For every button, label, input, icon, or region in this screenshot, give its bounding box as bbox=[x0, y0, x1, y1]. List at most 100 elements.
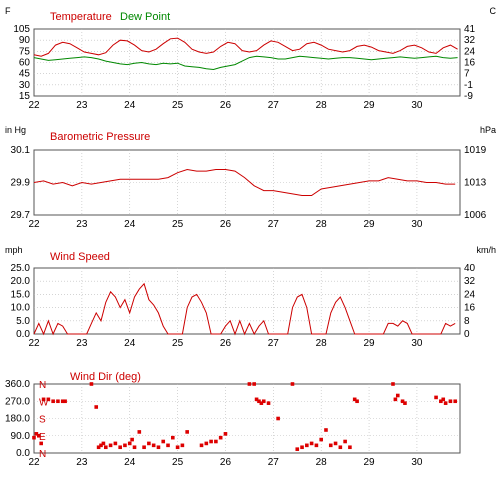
left-tick-label: 60 bbox=[19, 58, 31, 69]
wind-dir-point bbox=[218, 435, 223, 440]
right-tick-label: 32 bbox=[464, 276, 476, 287]
legend-temperature: Temperature bbox=[50, 11, 112, 23]
wind-dir-point bbox=[171, 435, 175, 440]
right-tick-label: 0 bbox=[464, 329, 470, 340]
wind-dir-point bbox=[261, 399, 266, 404]
x-tick-label: 28 bbox=[316, 338, 328, 349]
x-tick-label: 30 bbox=[411, 338, 423, 349]
x-tick-label: 26 bbox=[220, 219, 232, 230]
wind-dir-point bbox=[257, 399, 261, 404]
wind-dir-point bbox=[127, 441, 132, 446]
left-tick-label: 0.0 bbox=[16, 448, 30, 459]
x-tick-label: 29 bbox=[363, 457, 375, 468]
wind-dir-point bbox=[276, 416, 280, 421]
x-tick-label: 29 bbox=[363, 219, 375, 230]
left-tick-label: 45 bbox=[19, 69, 31, 80]
wind-dir-point bbox=[254, 397, 259, 402]
wind-dir-point bbox=[142, 445, 146, 450]
left-tick-label: 10.0 bbox=[11, 303, 31, 314]
wind-dir-point bbox=[118, 445, 122, 450]
wind-dir-point bbox=[266, 401, 271, 405]
wind-dir-point bbox=[32, 435, 36, 440]
x-tick-label: 27 bbox=[268, 338, 280, 349]
left-tick-label: 90 bbox=[19, 35, 31, 46]
wind-dir-point bbox=[113, 441, 118, 446]
x-tick-label: 23 bbox=[76, 219, 88, 230]
wind-dir-point bbox=[132, 445, 137, 450]
wind-dir-point bbox=[161, 439, 166, 444]
left-tick-label: 15 bbox=[19, 91, 31, 102]
wind-dir-point bbox=[295, 447, 300, 451]
right-tick-label: 41 bbox=[464, 24, 476, 35]
wind-dir-point bbox=[180, 443, 185, 448]
x-tick-label: 26 bbox=[220, 457, 232, 468]
left-tick-label: 5.0 bbox=[16, 316, 30, 327]
wind-dir-point bbox=[314, 443, 319, 448]
right-unit-label: C bbox=[490, 6, 497, 16]
x-tick-label: 22 bbox=[28, 457, 40, 468]
wind-dir-point bbox=[99, 443, 103, 448]
chart-panel-3 bbox=[32, 382, 461, 454]
wind-dir-point bbox=[199, 443, 204, 448]
wind-dir-point bbox=[300, 445, 304, 450]
wind-dir-point bbox=[94, 405, 99, 409]
wind-dir-point bbox=[223, 432, 228, 436]
x-tick-label: 28 bbox=[316, 219, 328, 230]
wind-dir-point bbox=[324, 428, 328, 432]
wind-dir-point bbox=[63, 399, 67, 404]
right-tick-label: 16 bbox=[464, 58, 476, 69]
wind-dir-point bbox=[185, 430, 189, 434]
left-tick-label: 90.0 bbox=[11, 431, 31, 442]
x-tick-label: 24 bbox=[124, 100, 136, 111]
x-tick-label: 30 bbox=[411, 219, 423, 230]
wind-dir-point bbox=[453, 399, 458, 404]
wind-dir-point bbox=[46, 397, 51, 402]
wind-dir-point bbox=[448, 399, 453, 404]
left-tick-label: 29.7 bbox=[11, 210, 31, 221]
x-tick-label: 22 bbox=[28, 219, 40, 230]
x-tick-label: 22 bbox=[28, 100, 40, 111]
x-tick-label: 27 bbox=[268, 457, 280, 468]
wind-dir-point bbox=[36, 433, 41, 438]
wind-dir-point bbox=[214, 439, 218, 444]
wind-dir-point bbox=[352, 397, 357, 402]
x-tick-label: 24 bbox=[124, 457, 136, 468]
wind-dir-point bbox=[123, 443, 127, 448]
wind-dir-point bbox=[328, 443, 333, 448]
left-tick-label: 30.1 bbox=[11, 145, 31, 156]
right-tick-label: 24 bbox=[464, 289, 476, 300]
wind-dir-point bbox=[403, 401, 407, 405]
wind-dir-point bbox=[156, 445, 161, 450]
wind-dir-point bbox=[338, 445, 343, 450]
x-tick-label: 28 bbox=[316, 457, 328, 468]
legend-dew-point: Dew Point bbox=[120, 11, 170, 23]
wind-dir-point bbox=[166, 443, 170, 448]
wind-dir-point bbox=[290, 382, 295, 386]
wind-dir-point bbox=[252, 382, 256, 386]
wind-dir-point bbox=[101, 441, 106, 446]
right-unit-label: km/h bbox=[476, 245, 496, 255]
wind-dir-point bbox=[348, 445, 352, 450]
wind-dir-point bbox=[441, 397, 446, 402]
left-tick-label: 29.9 bbox=[11, 178, 31, 189]
x-tick-label: 30 bbox=[411, 100, 423, 111]
right-tick-label: 24 bbox=[464, 46, 476, 57]
x-tick-label: 22 bbox=[28, 338, 40, 349]
x-tick-label: 25 bbox=[172, 100, 184, 111]
left-tick-label: 75 bbox=[19, 46, 31, 57]
left-tick-label: 270.0 bbox=[5, 396, 30, 407]
left-unit-label: in Hg bbox=[5, 125, 26, 135]
x-tick-label: 28 bbox=[316, 100, 328, 111]
right-tick-label: 1006 bbox=[464, 210, 487, 221]
right-tick-label: 1013 bbox=[464, 178, 487, 189]
wind-dir-point bbox=[89, 382, 94, 386]
right-tick-label: -1 bbox=[464, 80, 473, 91]
left-unit-label: mph bbox=[5, 245, 23, 255]
right-tick-label: 8 bbox=[464, 316, 470, 327]
left-tick-label: 105 bbox=[13, 24, 30, 35]
x-tick-label: 25 bbox=[172, 338, 184, 349]
wind-dir-point bbox=[395, 393, 400, 398]
wind-dir-point bbox=[103, 445, 108, 450]
x-tick-label: 26 bbox=[220, 338, 232, 349]
